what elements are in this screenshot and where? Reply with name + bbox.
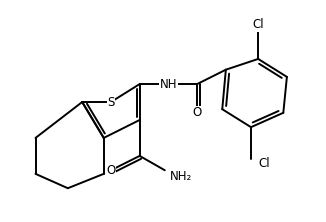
Text: NH₂: NH₂ — [170, 170, 192, 183]
Text: Cl: Cl — [258, 157, 270, 170]
Text: S: S — [107, 95, 115, 109]
Text: O: O — [192, 106, 202, 119]
Text: Cl: Cl — [252, 18, 264, 31]
Text: NH: NH — [160, 77, 177, 91]
Text: O: O — [106, 164, 115, 177]
